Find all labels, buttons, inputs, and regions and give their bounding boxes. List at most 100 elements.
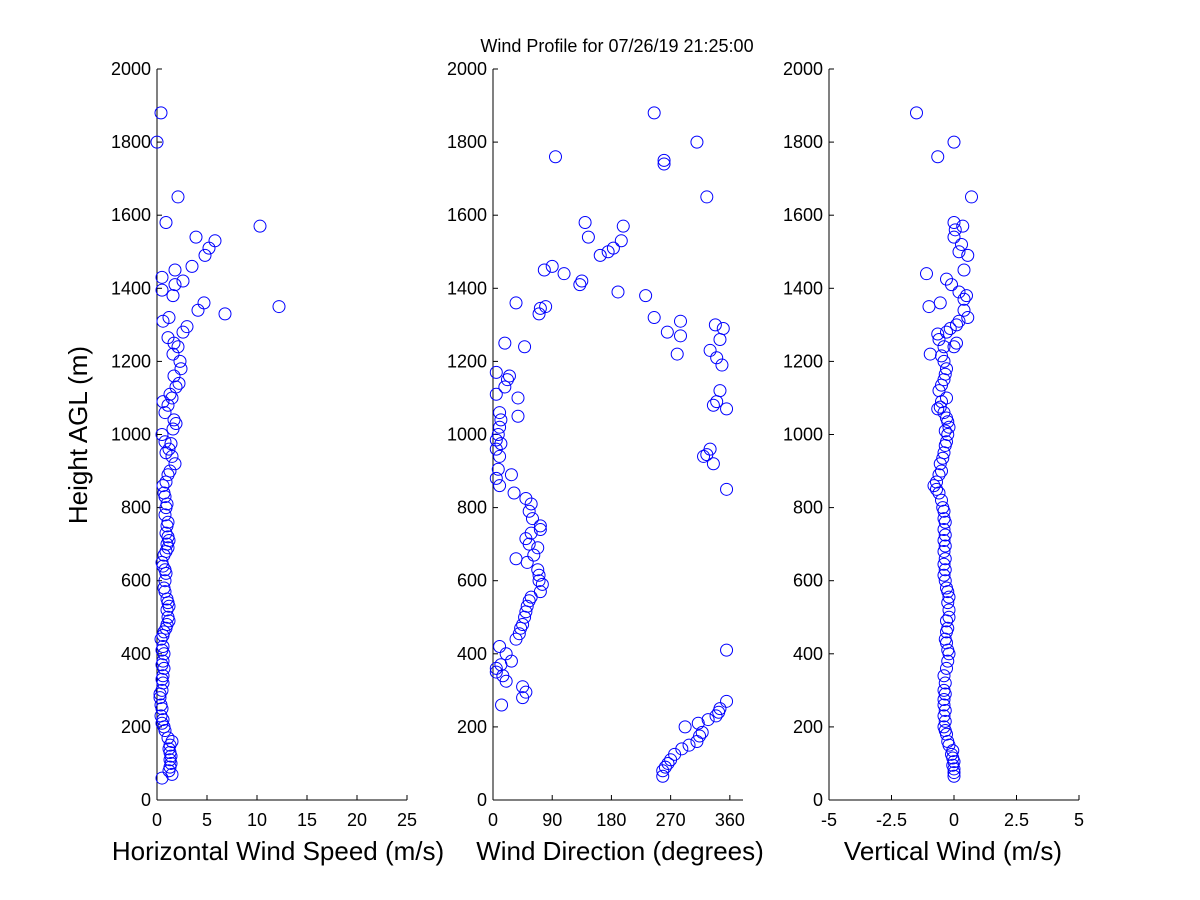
speed-data-point — [171, 340, 185, 354]
speed-data-point — [166, 347, 180, 361]
speed-data-point — [161, 515, 175, 529]
vertical-data-point — [938, 563, 952, 577]
speed-y-tick-label: 1400 — [111, 278, 151, 298]
direction-data-point — [606, 241, 620, 255]
vertical-y-tick-label: 800 — [793, 498, 823, 518]
speed-data-point — [168, 263, 182, 277]
direction-data-point — [532, 574, 546, 588]
direction-x-axis-label: Wind Direction (degrees) — [476, 836, 764, 866]
vertical-y-tick-label: 0 — [813, 790, 823, 810]
vertical-data-point — [937, 692, 951, 706]
vertical-data-point — [931, 402, 945, 416]
speed-data-point — [272, 300, 286, 314]
vertical-y-tick-label: 1200 — [783, 351, 823, 371]
vertical-data-point — [947, 230, 961, 244]
direction-data-point — [545, 259, 559, 273]
vertical-data-point — [938, 714, 952, 728]
vertical-x-tick-label: -2.5 — [876, 810, 907, 830]
speed-data-point — [155, 683, 169, 697]
direction-data-point — [549, 150, 562, 164]
speed-data-point — [163, 387, 177, 401]
direction-data-point — [519, 491, 533, 505]
direction-data-point — [509, 296, 523, 310]
vertical-data-point — [927, 479, 941, 493]
vertical-data-point — [938, 528, 952, 542]
direction-data-point — [675, 742, 689, 756]
speed-data-point — [202, 241, 216, 255]
vertical-data-point — [961, 248, 975, 262]
speed-y-tick-label: 600 — [121, 571, 151, 591]
speed-data-point — [171, 190, 185, 204]
direction-y-tick-label: 1000 — [447, 425, 487, 445]
speed-y-tick-label: 200 — [121, 717, 151, 737]
speed-data-point — [159, 475, 173, 489]
speed-data-point — [156, 395, 170, 409]
direction-data-point — [658, 760, 672, 774]
speed-data-point — [155, 771, 169, 785]
vertical-data-point — [932, 468, 946, 482]
speed-data-point — [185, 259, 199, 273]
vertical-data-point — [941, 654, 955, 668]
direction-data-point — [678, 720, 692, 734]
speed-data-point — [165, 735, 179, 749]
direction-data-point — [489, 661, 503, 675]
speed-y-tick-label: 800 — [121, 498, 151, 518]
direction-data-point — [573, 278, 587, 292]
speed-y-tick-label: 1800 — [111, 132, 151, 152]
vertical-data-point — [955, 237, 968, 251]
direction-data-point — [493, 449, 507, 463]
speed-data-point — [169, 380, 183, 394]
direction-data-point — [522, 504, 536, 518]
vertical-data-point — [937, 720, 951, 734]
speed-y-tick-label: 2000 — [111, 59, 151, 79]
speed-x-tick-label: 25 — [397, 810, 417, 830]
speed-data-point — [167, 369, 181, 383]
speed-x-tick-label: 10 — [247, 810, 267, 830]
direction-y-tick-label: 600 — [457, 571, 487, 591]
direction-data-point — [532, 307, 546, 321]
vertical-y-tick-label: 1000 — [783, 425, 823, 445]
vertical-data-point — [936, 501, 950, 515]
direction-data-point — [537, 263, 551, 277]
vertical-x-tick-label: 2.5 — [1004, 810, 1029, 830]
direction-x-tick-label: 180 — [596, 810, 626, 830]
vertical-data-point — [940, 581, 953, 595]
direction-data-point — [713, 332, 727, 346]
vertical-y-tick-label: 1600 — [783, 205, 823, 225]
speed-y-tick-label: 0 — [141, 790, 151, 810]
vertical-data-point — [938, 515, 952, 529]
direction-data-point — [708, 318, 722, 332]
vertical-data-point — [947, 769, 961, 783]
vertical-data-point — [938, 424, 952, 438]
vertical-data-point — [947, 135, 961, 149]
vertical-data-point — [933, 296, 947, 310]
direction-data-point — [489, 365, 503, 379]
speed-x-tick-label: 5 — [202, 810, 212, 830]
height-axis-label: Height AGL (m) — [63, 346, 93, 524]
vertical-data-point — [946, 751, 960, 765]
direction-data-point — [489, 471, 503, 485]
vertical-data-point — [932, 384, 946, 398]
direction-data-point — [720, 482, 734, 496]
vertical-data-point — [937, 512, 951, 526]
figure-title: Wind Profile for 07/26/19 21:25:00 — [480, 36, 753, 56]
vertical-data-point — [952, 285, 966, 299]
direction-data-point — [533, 585, 547, 599]
vertical-data-point — [956, 219, 970, 233]
vertical-data-point — [938, 552, 952, 566]
direction-data-point — [593, 248, 607, 262]
vertical-data-point — [957, 303, 971, 317]
direction-data-point — [647, 311, 661, 325]
vertical-data-point — [923, 347, 937, 361]
speed-y-tick-label: 1000 — [111, 425, 151, 445]
direction-data-point — [709, 709, 723, 723]
direction-data-point — [720, 402, 734, 416]
vertical-data-point — [946, 758, 960, 772]
vertical-data-point — [937, 669, 951, 683]
direction-data-point — [491, 462, 505, 476]
direction-data-point — [674, 329, 687, 343]
direction-data-point — [516, 618, 530, 632]
direction-x-tick-label: 360 — [715, 810, 745, 830]
direction-data-point — [535, 577, 549, 591]
